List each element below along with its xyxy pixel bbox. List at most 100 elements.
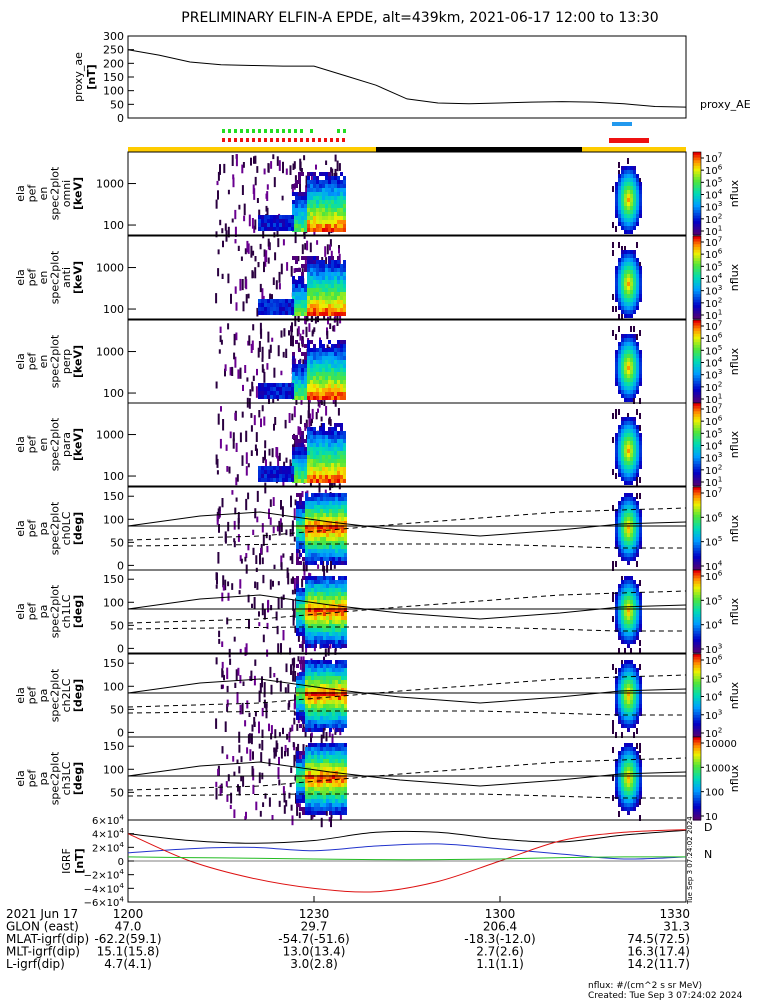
- flux-pixel: [307, 467, 310, 471]
- flux-pixel: [633, 620, 636, 624]
- flux-pixel: [334, 268, 337, 272]
- colorbar-cell: [693, 561, 701, 566]
- colorbar-cell: [693, 583, 701, 588]
- flux-pixel: [344, 636, 347, 640]
- flux-pixel: [308, 644, 311, 648]
- flux-pixel: [270, 219, 273, 223]
- flux-pixel: [326, 664, 329, 668]
- flux-pixel: [627, 334, 630, 338]
- flux-pixel: [633, 202, 636, 206]
- flux-pixel: [344, 628, 347, 632]
- flux-pixel: [316, 443, 319, 447]
- flux-pixel: [317, 564, 320, 569]
- colorbar-label: nflux: [728, 597, 741, 625]
- state-green-mark: [300, 129, 303, 133]
- flux-pixel: [308, 779, 311, 783]
- flux-pixel: [299, 661, 302, 670]
- flux-pixel: [627, 469, 630, 473]
- flux-pixel: [334, 459, 337, 463]
- flux-pixel: [615, 294, 618, 298]
- flux-pixel: [331, 260, 334, 264]
- flux-pixel: [334, 376, 337, 380]
- flux-pixel: [633, 270, 636, 274]
- flux-pixel: [341, 664, 344, 668]
- flux-pixel: [340, 272, 343, 276]
- flux-pixel: [340, 300, 343, 304]
- flux-pixel: [323, 624, 326, 628]
- flux-pixel: [624, 648, 626, 654]
- flux-pixel: [334, 292, 337, 296]
- flux-pixel: [636, 481, 638, 487]
- colorbar-cell: [693, 628, 701, 632]
- flux-pixel: [621, 576, 623, 582]
- colorbar-tick-label: 105: [705, 426, 722, 441]
- flux-pixel: [302, 541, 305, 545]
- flux-pixel: [615, 533, 618, 537]
- flux-pixel: [325, 467, 328, 471]
- flux-pixel: [252, 784, 255, 794]
- flux-pixel: [296, 505, 299, 509]
- flux-pixel: [273, 466, 276, 470]
- flux-pixel: [314, 620, 317, 624]
- flux-pixel: [627, 382, 630, 386]
- flux-pixel: [304, 264, 307, 268]
- flux-pixel: [314, 588, 317, 592]
- flux-pixel: [341, 791, 344, 795]
- flux-pixel: [337, 256, 340, 260]
- flux-pixel: [307, 204, 310, 208]
- flux-pixel: [329, 708, 332, 712]
- flux-pixel: [305, 700, 308, 704]
- flux-pixel: [624, 481, 627, 485]
- flux-pixel: [251, 218, 254, 229]
- flux-pixel: [331, 372, 334, 376]
- flux-pixel: [325, 228, 328, 232]
- flux-pixel: [236, 759, 239, 764]
- flux-pixel: [343, 439, 346, 443]
- colorbar-cell: [693, 358, 701, 363]
- flux-pixel: [302, 592, 305, 596]
- flux-pixel: [326, 588, 329, 592]
- flux-pixel: [282, 466, 285, 470]
- flux-pixel: [225, 781, 228, 787]
- panel-ylabel-line: ch0LC: [60, 511, 73, 545]
- flux-pixel: [302, 696, 305, 700]
- flux-pixel: [618, 672, 621, 676]
- flux-pixel: [329, 791, 332, 795]
- flux-pixel: [343, 392, 346, 396]
- flux-pixel: [335, 557, 338, 561]
- flux-pixel: [636, 720, 639, 724]
- colorbar-cell: [693, 353, 701, 357]
- flux-pixel: [323, 533, 326, 537]
- flux-pixel: [320, 561, 323, 565]
- flux-pixel: [308, 497, 311, 501]
- flux-pixel: [618, 608, 621, 612]
- flux-pixel: [291, 303, 294, 307]
- flux-pixel: [339, 313, 342, 324]
- ytick-label: 0: [117, 642, 124, 655]
- colorbar-cell: [693, 517, 701, 521]
- flux-pixel: [624, 469, 627, 473]
- flux-pixel: [254, 155, 257, 164]
- flux-pixel: [311, 505, 314, 509]
- flux-pixel: [320, 767, 323, 771]
- flux-pixel: [331, 368, 334, 372]
- ytick-label: 0: [117, 559, 124, 572]
- flux-pixel: [343, 348, 346, 352]
- flux-pixel: [336, 315, 339, 326]
- flux-pixel: [329, 596, 332, 600]
- flux-pixel: [344, 720, 347, 724]
- flux-pixel: [332, 664, 335, 668]
- flux-pixel: [329, 632, 332, 636]
- flux-pixel: [630, 616, 633, 620]
- ae-ytick-label: 150: [103, 71, 124, 84]
- colorbar-cell: [693, 372, 701, 376]
- flux-pixel: [636, 190, 639, 194]
- flux-pixel: [305, 803, 308, 807]
- flux-pixel: [296, 692, 299, 696]
- flux-pixel: [317, 600, 320, 604]
- flux-pixel: [630, 541, 633, 545]
- flux-pixel: [270, 725, 273, 735]
- flux-pixel: [615, 684, 618, 688]
- flux-pixel: [277, 581, 280, 586]
- flux-pixel: [341, 807, 344, 811]
